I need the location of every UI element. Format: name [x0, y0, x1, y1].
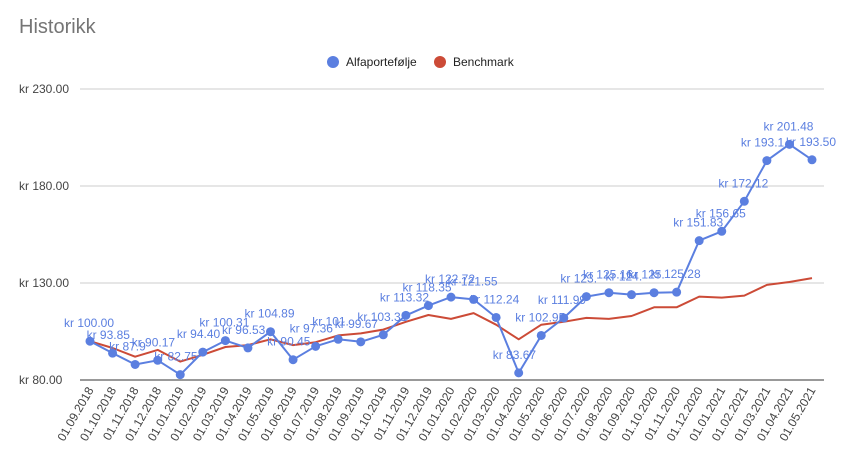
data-label: kr 113.32 [380, 290, 429, 304]
data-label: kr 122.72 [425, 272, 475, 286]
data-point [423, 301, 433, 311]
data-point [784, 139, 794, 149]
data-label: kr 100.00 [64, 316, 114, 330]
data-point [694, 236, 704, 246]
data-point [514, 368, 524, 378]
data-label: kr 172.12 [718, 176, 768, 190]
data-label: kr 90.45 [267, 335, 311, 349]
data-point [378, 330, 388, 340]
legend-marker [434, 56, 446, 68]
y-tick-label: kr 80.00 [19, 373, 63, 387]
data-label: kr 121.55 [448, 274, 498, 288]
data-point [469, 294, 479, 304]
data-point [604, 288, 614, 298]
data-point [739, 196, 749, 206]
data-point [130, 359, 140, 369]
data-label: kr 103.31 [357, 310, 407, 324]
data-point [175, 370, 185, 380]
data-point [446, 292, 456, 302]
data-point [491, 312, 501, 322]
data-label: kr 94.40 [177, 327, 221, 341]
series-points [85, 139, 817, 380]
data-point [649, 288, 659, 298]
data-point [356, 337, 366, 347]
data-point [288, 355, 298, 365]
legend: Alfaporteføljе Benchmark [327, 55, 515, 69]
data-label: kr 125.28 [651, 267, 701, 281]
data-label: kr 102.95 [515, 310, 565, 324]
data-point [807, 155, 817, 165]
data-label: kr 93.85 [87, 328, 131, 342]
y-tick-label: kr 130.00 [19, 276, 69, 290]
data-point [762, 156, 772, 166]
data-point [220, 336, 230, 346]
data-point [153, 355, 163, 365]
y-axis-ticks: kr 80.00 kr 130.00 kr 180.00 kr 230.00 [19, 82, 69, 387]
data-label: kr 201.48 [763, 119, 813, 133]
data-point [559, 313, 569, 323]
data-label: kr 151.83 [673, 216, 723, 230]
legend-marker [327, 56, 339, 68]
data-label: kr 100.31 [199, 316, 249, 330]
data-point [672, 287, 682, 297]
data-point [401, 310, 411, 320]
data-label: kr 87.9 [109, 339, 146, 353]
data-point [266, 327, 275, 337]
data-point [198, 347, 208, 357]
chart-title: Historikk [19, 16, 96, 38]
y-tick-label: kr 230.00 [19, 82, 69, 96]
data-point [108, 348, 118, 358]
data-label: kr 125.16 [583, 268, 633, 282]
y-tick-label: kr 180.00 [19, 179, 69, 193]
data-label: kr 97.36 [290, 321, 334, 335]
data-label: kr 82.75 [154, 350, 198, 364]
data-label: kr 193.50 [786, 135, 836, 149]
data-point [85, 336, 95, 346]
data-label: kr 90.17 [132, 335, 176, 349]
data-label: kr 125. [628, 268, 665, 282]
data-label: kr 104.89 [245, 307, 295, 321]
gridlines [80, 88, 824, 381]
data-point [581, 292, 591, 302]
legend-label: Alfaporteføljе [346, 55, 417, 69]
data-label: kr 156.65 [696, 206, 746, 220]
legend-label: Benchmark [453, 55, 515, 69]
data-label: kr 101. [312, 314, 349, 328]
data-label: kr 111.99 [538, 293, 587, 307]
data-point [333, 334, 343, 344]
series-line-benchmark [89, 277, 813, 363]
data-point [311, 341, 321, 351]
data-point [627, 290, 636, 300]
data-label: kr 193.1 [741, 136, 785, 150]
data-point [536, 330, 546, 340]
data-label: kr 99.67 [335, 317, 379, 331]
x-axis-ticks: 01.09.201801.10.201801.11.201801.12.2018… [54, 384, 818, 443]
data-label: kr 124. [606, 270, 643, 284]
data-point [717, 226, 727, 236]
data-point [243, 343, 253, 353]
data-label: kr 118.35 [402, 281, 451, 295]
data-label: kr 112.24 [470, 292, 519, 306]
data-label: kr 96.53 [222, 323, 266, 337]
data-label: kr 83.67 [493, 348, 537, 362]
data-label: kr 123. [560, 272, 597, 286]
